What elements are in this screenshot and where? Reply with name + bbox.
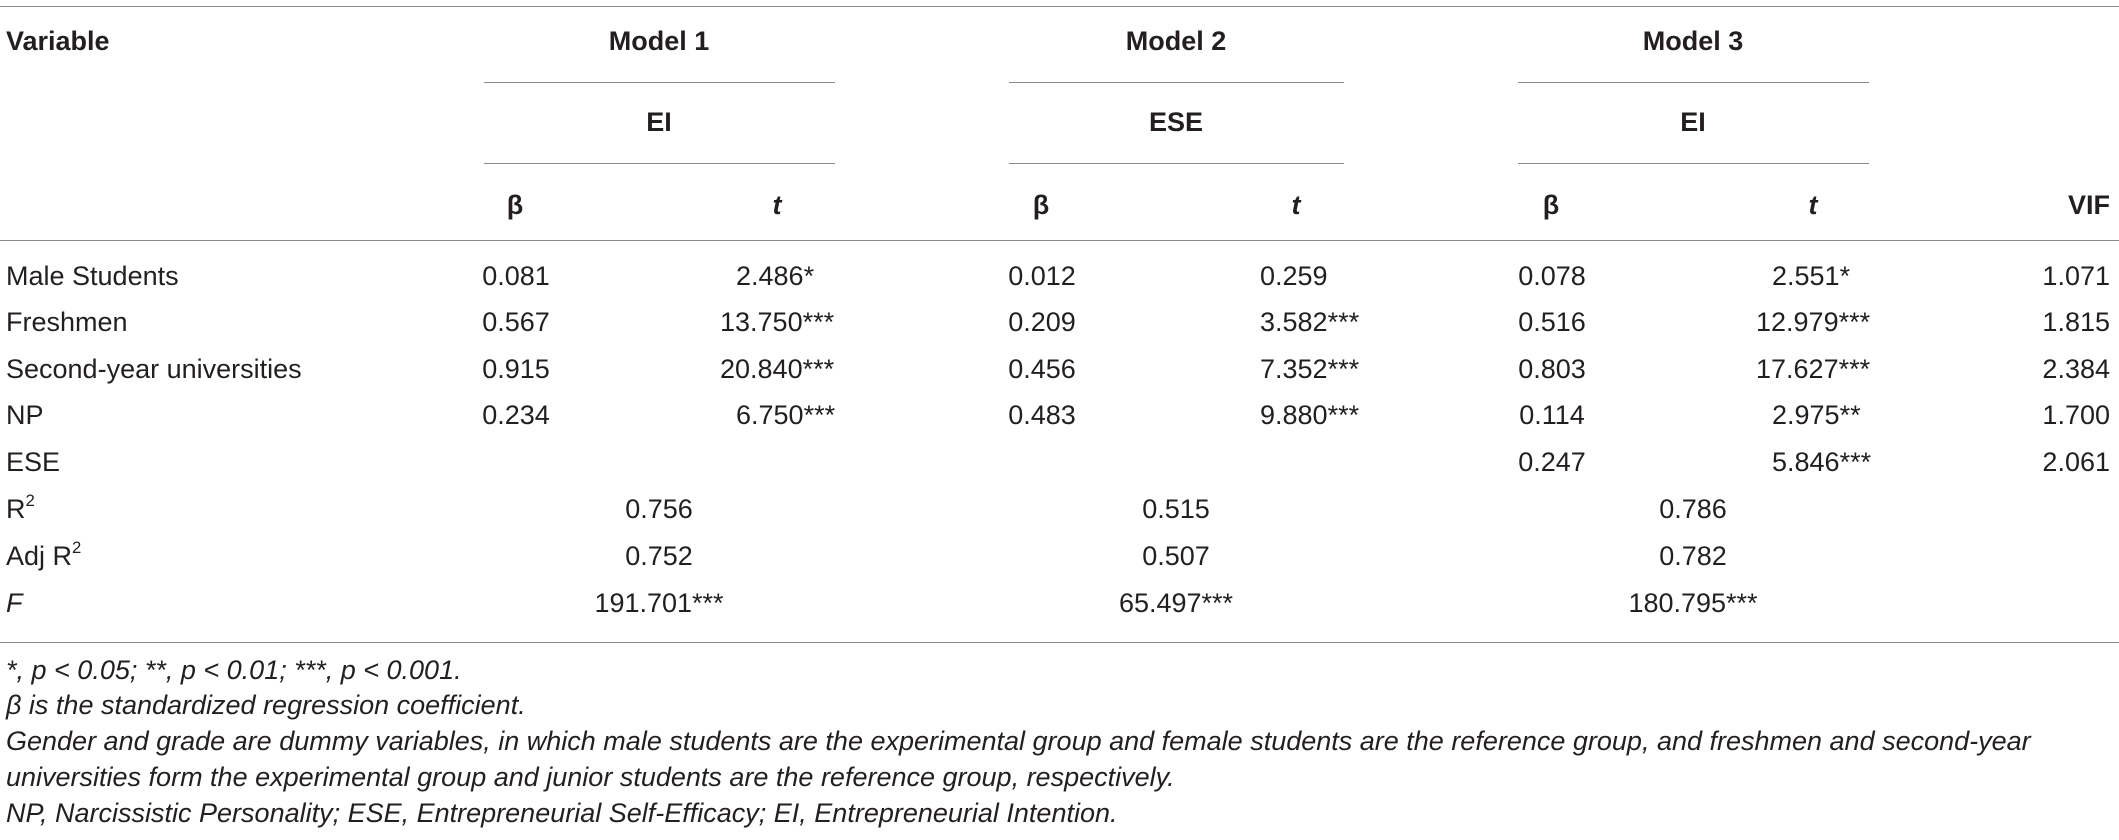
cell-m1-beta: 0.915 <box>482 354 550 384</box>
cell-m3-t: 17.627*** <box>1756 354 1871 384</box>
header-model1-t: t <box>772 190 782 220</box>
cell-m3-beta: 0.114 <box>1519 400 1585 430</box>
cell-m3-beta: 0.803 <box>1518 354 1586 384</box>
stat-label-adj-r2: Adj R2 <box>6 539 81 573</box>
stat-label-f: F <box>6 586 23 620</box>
header-model1-beta: β <box>506 190 524 220</box>
cell-m1-beta: 0.234 <box>482 400 550 430</box>
cell-m1-t: 20.840*** <box>720 354 835 384</box>
row-label: Male Students <box>6 261 179 291</box>
cell-m3-t: 2.975** <box>1772 400 1861 430</box>
stat-m2: 0.507 <box>1142 541 1210 571</box>
stat-m3: 0.782 <box>1659 541 1727 571</box>
model1-dv-rule <box>484 163 835 164</box>
superscript: 2 <box>25 490 35 510</box>
stat-label-text: Adj R <box>6 541 73 571</box>
cell-m1-t: 13.750*** <box>720 307 835 337</box>
stat-m1: 0.752 <box>625 541 693 571</box>
stat-m3: 180.795*** <box>1628 588 1758 618</box>
cell-m2-beta: 0.456 <box>1008 354 1076 384</box>
cell-m3-beta: 0.078 <box>1518 261 1586 291</box>
header-model2-dv: ESE <box>1148 107 1204 137</box>
cell-m2-beta: 0.012 <box>1008 261 1076 291</box>
footnote-significance: *, p < 0.05; **, p < 0.01; ***, p < 0.00… <box>6 655 462 685</box>
cell-m3-beta: 0.247 <box>1518 447 1586 477</box>
cell-m3-t: 5.846*** <box>1772 447 1872 477</box>
stat-m1: 0.756 <box>625 494 693 524</box>
cell-m2-t: 0.259 <box>1260 261 1328 291</box>
header-model1: Model 1 <box>608 26 710 56</box>
header-model3-t: t <box>1808 190 1818 220</box>
cell-vif: 1.700 <box>2042 400 2110 430</box>
row-label: Freshmen <box>6 307 128 337</box>
superscript: 2 <box>72 537 82 557</box>
model2-dv-rule <box>1009 163 1344 164</box>
footnote-dummy-line1: Gender and grade are dummy variables, in… <box>6 726 2031 756</box>
cell-m2-beta: 0.209 <box>1008 307 1076 337</box>
stat-m2: 65.497*** <box>1118 588 1234 618</box>
stat-label-text: F <box>6 588 23 618</box>
cell-m2-t: 9.880*** <box>1260 400 1360 430</box>
cell-m1-beta: 0.081 <box>482 261 550 291</box>
cell-m1-beta: 0.567 <box>482 307 550 337</box>
model3-dv-rule <box>1518 163 1869 164</box>
row-label: NP <box>6 400 44 430</box>
cell-vif: 2.384 <box>2042 354 2110 384</box>
stat-label-text: R <box>6 494 26 524</box>
cell-m1-t: 6.750*** <box>736 400 836 430</box>
header-model2-beta: β <box>1032 190 1050 220</box>
header-model1-dv: EI <box>646 107 672 137</box>
cell-vif: 1.071 <box>2042 261 2110 291</box>
cell-vif: 2.061 <box>2042 447 2110 477</box>
model3-spanner-rule <box>1518 82 1869 83</box>
stat-m3: 0.786 <box>1659 494 1727 524</box>
header-model3-dv: EI <box>1680 107 1706 137</box>
header-bottom-rule <box>0 240 2119 241</box>
row-label: Second-year universities <box>6 354 302 384</box>
cell-m2-beta: 0.483 <box>1008 400 1076 430</box>
footnote-abbreviations: NP, Narcissistic Personality; ESE, Entre… <box>6 798 1118 828</box>
stat-m2: 0.515 <box>1142 494 1210 524</box>
header-model3: Model 3 <box>1642 26 1744 56</box>
cell-m3-t: 12.979*** <box>1756 307 1871 337</box>
footnote-dummy-line2: universities form the experimental group… <box>6 762 1175 792</box>
cell-m3-t: 2.551* <box>1772 261 1851 291</box>
cell-m3-beta: 0.516 <box>1518 307 1586 337</box>
header-model2: Model 2 <box>1125 26 1227 56</box>
stat-label-r2: R2 <box>6 492 35 526</box>
cell-m2-t: 3.582*** <box>1260 307 1360 337</box>
model2-spanner-rule <box>1009 82 1344 83</box>
header-model3-beta: β <box>1542 190 1560 220</box>
header-variable: Variable <box>6 26 110 56</box>
bottom-rule <box>0 642 2119 643</box>
cell-vif: 1.815 <box>2042 307 2110 337</box>
top-rule <box>0 6 2119 7</box>
header-model2-t: t <box>1291 190 1301 220</box>
row-label: ESE <box>6 447 61 477</box>
cell-m2-t: 7.352*** <box>1260 354 1360 384</box>
model1-spanner-rule <box>484 82 835 83</box>
stat-m1: 191.701*** <box>594 588 724 618</box>
header-vif: VIF <box>2067 190 2110 220</box>
cell-m1-t: 2.486* <box>736 261 815 291</box>
footnote-beta: β is the standardized regression coeffic… <box>6 690 526 720</box>
